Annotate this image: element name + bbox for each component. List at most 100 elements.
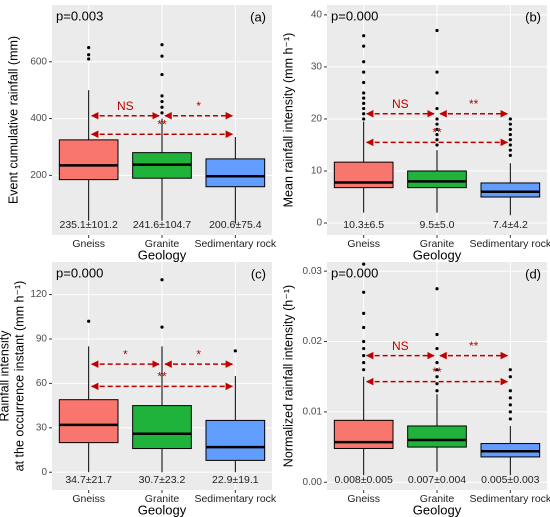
outlier: [508, 368, 512, 372]
y-tick-label: 30: [36, 422, 48, 433]
outlier: [435, 91, 439, 95]
x-tick-label: Gneiss: [347, 238, 380, 250]
outlier: [435, 375, 439, 379]
y-tick-label: 20: [311, 114, 323, 125]
outlier: [508, 410, 512, 414]
significance-label: **: [432, 365, 442, 379]
outlier: [362, 101, 366, 105]
outlier: [508, 143, 512, 147]
stat-label: 0.008±0.005: [335, 474, 393, 486]
outlier: [508, 389, 512, 393]
y-tick-label: 10: [311, 166, 323, 177]
outlier: [435, 70, 439, 74]
box: [205, 158, 266, 188]
box: [58, 399, 119, 444]
outlier: [160, 43, 164, 47]
p-value: p=0.000: [56, 265, 103, 280]
outlier: [508, 153, 512, 157]
significance-label: NS: [392, 97, 409, 111]
significance-label: NS: [117, 99, 134, 113]
panel-label: (b): [525, 9, 541, 24]
outlier: [362, 353, 366, 358]
outlier: [87, 57, 91, 61]
x-tick-label: Sedimentary rock: [469, 238, 550, 250]
stat-label: 241.6±104.7: [133, 219, 191, 231]
outlier: [435, 28, 439, 33]
x-tick-label: Gneiss: [72, 493, 105, 505]
outlier: [362, 91, 366, 95]
y-tick-label: 0: [316, 218, 322, 229]
stat-label: 34.7±21.7: [65, 474, 112, 486]
panel-label: (c): [251, 266, 266, 281]
outlier: [435, 122, 439, 126]
x-tick-label: Gneiss: [72, 238, 105, 250]
y-tick-label: 0: [41, 467, 47, 478]
significance-label: **: [469, 97, 479, 111]
outlier: [87, 319, 91, 323]
stat-label: 22.9±19.1: [212, 474, 259, 486]
box: [407, 170, 467, 189]
significance-label: *: [196, 99, 201, 113]
y-axis-title: Mean rainfall intensity (mm h⁻¹): [281, 33, 295, 208]
y-tick-label: 0.03: [303, 266, 323, 277]
y-tick-label: 30: [311, 62, 323, 73]
stat-label: 30.7±23.2: [139, 474, 186, 486]
outlier: [160, 105, 164, 109]
outlier: [160, 99, 164, 104]
box: [480, 182, 541, 198]
outlier: [87, 53, 91, 57]
y-tick-label: 120: [30, 289, 47, 300]
outlier: [362, 346, 366, 351]
outlier: [160, 111, 164, 115]
outlier: [508, 396, 512, 400]
outlier: [508, 132, 512, 137]
outlier: [160, 94, 164, 98]
x-tick-label: Granite: [420, 493, 455, 505]
stat-label: 235.1±101.2: [60, 219, 118, 231]
stat-label: 7.4±4.2: [493, 219, 528, 231]
significance-label: NS: [392, 339, 409, 353]
x-tick-label: Granite: [420, 238, 455, 250]
x-tick-label: Sedimentary rock: [469, 493, 550, 505]
outlier: [362, 325, 366, 330]
outlier: [508, 117, 512, 121]
outlier: [435, 361, 439, 365]
stat-label: 9.5±5.0: [420, 219, 455, 231]
outlier: [435, 127, 439, 131]
y-axis-title: at the occurrence instant (mm h⁻¹): [12, 281, 26, 472]
outlier: [362, 311, 366, 315]
x-tick-label: Granite: [145, 493, 180, 505]
significance-label: *: [123, 347, 128, 361]
box: [58, 139, 119, 181]
outlier: [160, 54, 164, 58]
outlier: [160, 278, 164, 282]
y-axis-title: Rainfall intensity: [0, 330, 11, 422]
stat-label: 0.005±0.003: [481, 474, 539, 486]
outlier: [508, 417, 512, 421]
significance-label: **: [469, 339, 479, 353]
outlier: [362, 290, 366, 294]
outlier: [362, 361, 366, 365]
x-tick-label: Sedimentary rock: [194, 238, 276, 250]
y-tick-label: 60: [36, 378, 48, 389]
outlier: [160, 325, 164, 329]
y-axis-title: Event cumulative rainfall (mm): [6, 36, 20, 204]
outlier: [508, 127, 512, 131]
outlier: [508, 375, 512, 379]
outlier: [233, 349, 237, 353]
outlier: [435, 106, 439, 111]
outlier: [435, 143, 439, 147]
p-value: p=0.000: [331, 265, 378, 280]
outlier: [362, 60, 366, 64]
outlier: [508, 403, 512, 407]
outlier: [160, 72, 164, 77]
x-axis-title: Geology: [413, 247, 462, 262]
outlier: [508, 138, 512, 142]
significance-label: *: [196, 347, 201, 361]
y-tick-label: 200: [30, 170, 47, 181]
x-axis-title: Geology: [138, 247, 187, 262]
significance-label: **: [157, 370, 167, 384]
outlier: [435, 382, 439, 386]
y-tick-label: 0.02: [303, 336, 323, 347]
outlier: [362, 117, 366, 121]
